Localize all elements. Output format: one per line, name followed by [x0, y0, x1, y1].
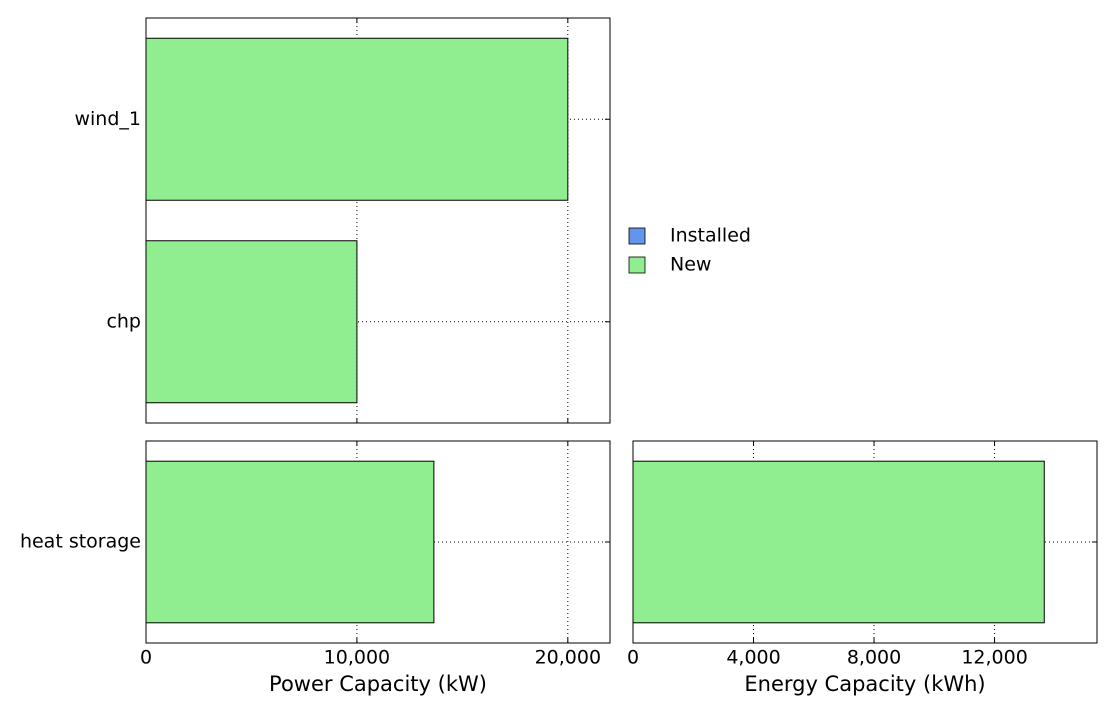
- axes-frame: [145, 17, 611, 424]
- x-axis-label: Energy Capacity (kWh): [744, 672, 985, 696]
- legend-label: New: [670, 254, 711, 276]
- x-tick-label: 4,000: [726, 647, 780, 669]
- y-tick-label: wind_1: [74, 108, 141, 130]
- axes-frame: [632, 440, 1098, 644]
- axes-frame: [145, 440, 611, 644]
- legend-swatch: [628, 256, 646, 274]
- x-tick-label: 20,000: [535, 647, 601, 669]
- y-tick-label: heat storage: [20, 531, 141, 553]
- legend-swatch: [628, 227, 646, 245]
- x-tick-label: 0: [140, 647, 152, 669]
- x-tick-label: 8,000: [847, 647, 901, 669]
- x-tick-label: 10,000: [324, 647, 390, 669]
- x-tick-label: 12,000: [961, 647, 1027, 669]
- bar: [145, 37, 569, 201]
- bar: [145, 240, 358, 404]
- bar: [145, 460, 435, 624]
- x-axis-label: Power Capacity (kW): [269, 672, 487, 696]
- bar: [632, 460, 1045, 624]
- y-tick-label: chp: [106, 310, 141, 332]
- legend-label: Installed: [670, 225, 751, 247]
- x-tick-label: 0: [627, 647, 639, 669]
